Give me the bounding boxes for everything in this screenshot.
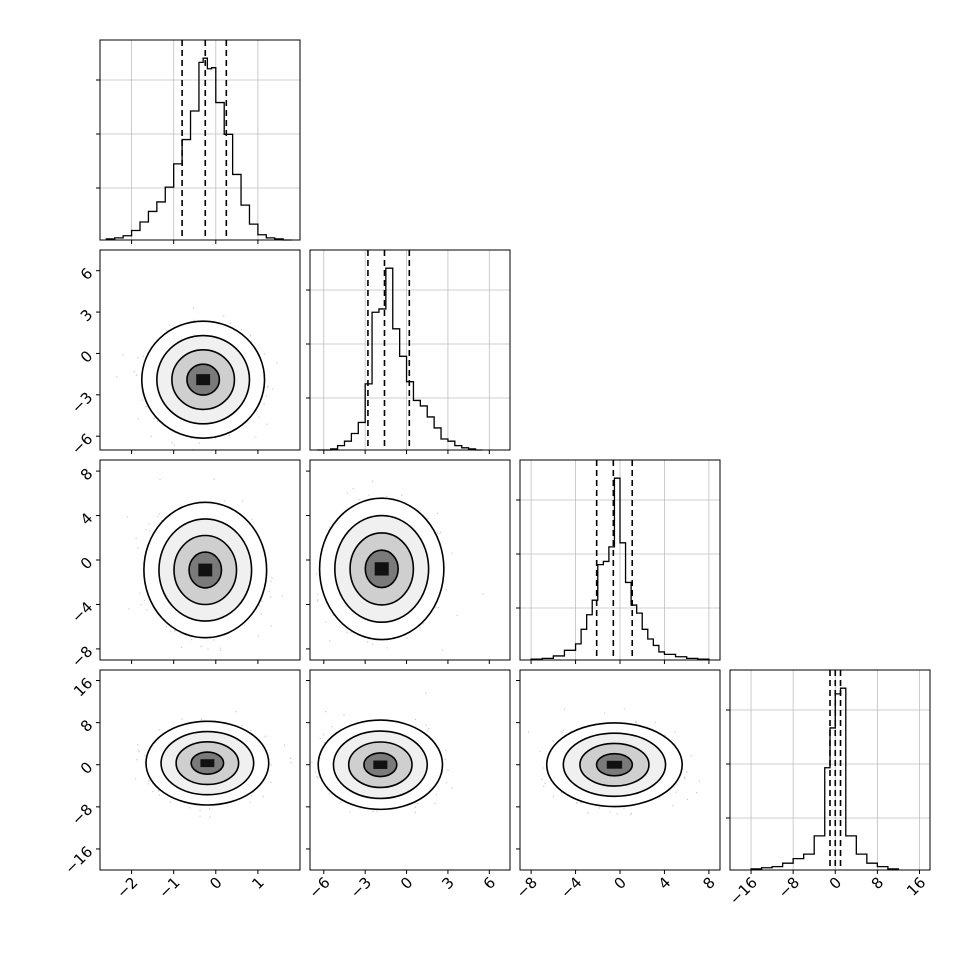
y-tick-label-p4: 8	[77, 716, 96, 735]
panel-content	[126, 478, 284, 651]
scatter-panel-p2-p3	[306, 459, 511, 664]
y-tick-label-p4: −8	[68, 800, 96, 828]
scatter-panel-p2-p4	[306, 669, 511, 874]
density-peak	[200, 759, 215, 768]
histogram-panel-1	[96, 39, 301, 244]
y-tick-label-p2: 3	[77, 306, 96, 325]
y-tick-label-p3: −8	[68, 643, 96, 671]
histogram-panel-3	[516, 459, 721, 664]
y-tick-label-p3: 0	[77, 554, 96, 573]
density-peak	[374, 562, 389, 576]
panel-frame	[729, 669, 931, 871]
panel-frame	[99, 669, 301, 871]
x-tick-label-p2: −3	[347, 874, 375, 902]
x-tick-label-p4: −16	[726, 874, 761, 909]
x-tick-label-p3: 8	[699, 874, 718, 893]
panel-content	[135, 711, 292, 818]
x-tick-label-p3: −4	[557, 874, 585, 902]
y-tick-label-p2: −6	[68, 430, 96, 458]
y-tick-label-p4: −16	[61, 843, 96, 878]
x-tick-label-p1: −2	[113, 874, 141, 902]
density-peak	[373, 760, 388, 769]
y-tick-label-p2: 0	[77, 347, 96, 366]
panel-content	[116, 307, 278, 450]
panel-content	[316, 480, 484, 651]
x-tick-label-p2: −6	[305, 874, 333, 902]
density-peak	[198, 563, 213, 577]
histogram-series	[530, 477, 710, 660]
panel-content	[310, 692, 453, 813]
x-tick-label-p1: 0	[206, 874, 225, 893]
histogram-series	[105, 57, 292, 241]
scatter-panel-p3-p4	[516, 669, 721, 874]
x-tick-label-p4: 0	[826, 874, 845, 893]
x-tick-label-p3: −8	[513, 874, 541, 902]
histogram-series	[750, 687, 900, 870]
panel-frame	[309, 249, 511, 451]
x-tick-label-p1: 1	[248, 874, 267, 893]
histogram-panel-2	[306, 249, 511, 454]
y-tick-label-p3: −4	[68, 598, 96, 626]
x-tick-label-p2: 3	[438, 874, 457, 893]
y-tick-label-p2: 6	[77, 264, 96, 283]
scatter-panel-p1-p4	[96, 669, 301, 874]
x-tick-label-p3: 0	[610, 874, 629, 893]
y-tick-label-p3: 4	[77, 509, 96, 528]
panel-frame	[309, 669, 511, 871]
density-peak	[606, 760, 623, 769]
density-peak	[196, 374, 211, 386]
panel-frame	[99, 39, 301, 241]
y-tick-label-p4: 16	[70, 674, 96, 700]
histogram-panel-4	[726, 669, 931, 874]
histogram-series	[316, 267, 483, 451]
x-tick-label-p3: 4	[655, 874, 674, 893]
x-tick-label-p2: 0	[397, 874, 416, 893]
y-tick-label-p3: 8	[77, 465, 96, 484]
x-tick-label-p4: 8	[868, 874, 887, 893]
x-tick-label-p4: 16	[903, 874, 929, 900]
scatter-panel-p1-p3	[96, 459, 301, 664]
panel-content	[528, 708, 701, 816]
y-tick-label-p2: −3	[68, 388, 96, 416]
x-tick-label-p4: −8	[775, 874, 803, 902]
panel-frame	[99, 249, 301, 451]
y-tick-label-p4: 0	[77, 758, 96, 777]
x-tick-label-p2: 6	[480, 874, 499, 893]
scatter-panel-p1-p2	[96, 249, 301, 454]
x-tick-label-p1: −1	[155, 874, 183, 902]
